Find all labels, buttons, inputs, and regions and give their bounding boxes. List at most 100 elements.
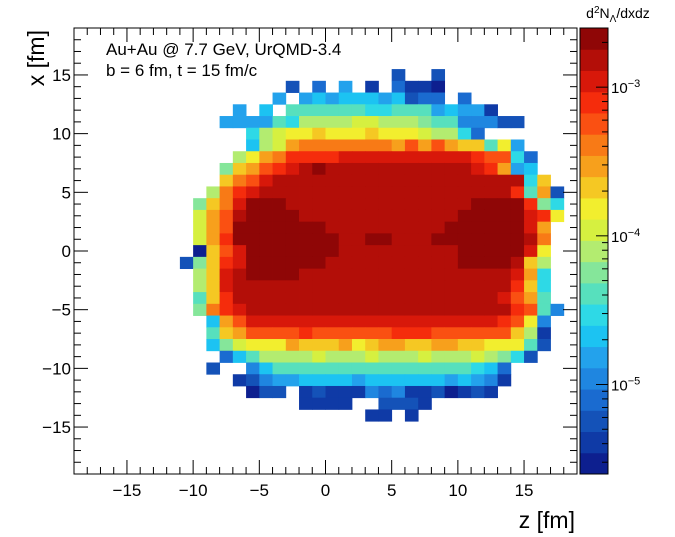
heatmap-cell (418, 92, 432, 105)
heatmap-cell (232, 256, 247, 270)
colorbar-swatch (580, 134, 608, 156)
heatmap-cell (246, 327, 260, 340)
heatmap-cell (444, 151, 459, 164)
heatmap-cell (484, 327, 498, 340)
heatmap-cell (338, 104, 353, 117)
heatmap-cell (484, 151, 498, 164)
heatmap-cell (272, 292, 287, 305)
heatmap-cell (457, 292, 472, 305)
heatmap-cell (351, 209, 366, 223)
heatmap-cell (285, 245, 300, 258)
heatmap-cell (378, 245, 393, 258)
heatmap-cell (431, 315, 446, 328)
heatmap-cell (510, 339, 525, 352)
heatmap-cell (537, 186, 551, 199)
x-tick-label: −10 (179, 481, 208, 500)
heatmap-cell (259, 256, 273, 270)
heatmap-cell (312, 127, 326, 140)
heatmap-cell (391, 198, 406, 211)
heatmap-cell (246, 339, 260, 352)
heatmap-cell (351, 92, 366, 105)
heatmap-cell (351, 303, 366, 316)
heatmap-cell (404, 233, 419, 246)
heatmap-cell (418, 256, 432, 270)
x-tick-label: −5 (250, 481, 269, 500)
heatmap-cell (431, 268, 446, 281)
heatmap-cell (193, 245, 207, 258)
heatmap-cell (524, 292, 538, 305)
heatmap-cell (246, 303, 260, 316)
heatmap-cell (179, 256, 194, 270)
heatmap-cell (312, 245, 326, 258)
heatmap-cell (272, 209, 287, 223)
heatmap-cell (259, 198, 273, 211)
heatmap-cell (510, 186, 525, 199)
heatmap-cell (219, 256, 234, 270)
heatmap-cell (312, 374, 326, 387)
heatmap-cell (232, 221, 247, 234)
heatmap-cell (351, 221, 366, 234)
heatmap-cell (219, 315, 234, 328)
heatmap-cell (365, 92, 379, 105)
heatmap-cell (457, 268, 472, 281)
heatmap-cell (325, 233, 340, 246)
heatmap-cell (418, 385, 432, 399)
heatmap-cell (497, 209, 512, 223)
heatmap-cell (524, 221, 538, 234)
heatmap-cell (338, 245, 353, 258)
heatmap-cell (351, 151, 366, 164)
heatmap-cell (510, 280, 525, 293)
heatmap-cell (299, 198, 313, 211)
heatmap-cell (219, 186, 234, 199)
heatmap-cell (246, 362, 260, 375)
heatmap-cell (351, 116, 366, 129)
heatmap-cell (365, 245, 379, 258)
heatmap-cell (259, 174, 273, 187)
heatmap-cell (418, 350, 432, 363)
heatmap-cell (524, 186, 538, 199)
heatmap-cell (325, 268, 340, 281)
y-axis-label: x [fm] (23, 30, 49, 86)
heatmap-cell (206, 327, 221, 340)
heatmap-cell (351, 280, 366, 293)
heatmap-cell (471, 233, 485, 246)
heatmap-cell (246, 221, 260, 234)
heatmap-cell (272, 339, 287, 352)
heatmap-cell (391, 116, 406, 129)
heatmap-cell (365, 127, 379, 140)
heatmap-cell (285, 139, 300, 152)
heatmap-cell (365, 139, 379, 152)
heatmap-cell (338, 292, 353, 305)
heatmap-cell (391, 162, 406, 176)
heatmap-cell (550, 186, 565, 199)
heatmap-cell (431, 256, 446, 270)
heatmap-cell (272, 127, 287, 140)
heatmap-cell (351, 233, 366, 246)
colorbar-swatch (580, 91, 608, 114)
heatmap-cell (431, 327, 446, 340)
heatmap-cell (378, 374, 393, 387)
heatmap-cell (325, 397, 340, 410)
heatmap-cell (246, 174, 260, 187)
heatmap-cell (484, 209, 498, 223)
heatmap-cell (497, 198, 512, 211)
colorbar-swatch (580, 367, 608, 390)
heatmap-cell (246, 116, 260, 129)
heatmap-cell (497, 221, 512, 234)
heatmap-cell (484, 315, 498, 328)
heatmap-cell (338, 151, 353, 164)
heatmap-cell (431, 139, 446, 152)
heatmap-cell (391, 209, 406, 223)
heatmap-cell (338, 221, 353, 234)
heatmap-cell (404, 92, 419, 105)
heatmap-cell (484, 104, 498, 117)
heatmap-cell (232, 209, 247, 223)
heatmap-cell (219, 233, 234, 246)
heatmap-cell (378, 151, 393, 164)
heatmap-cell (312, 139, 326, 152)
heatmap-cell (272, 233, 287, 246)
heatmap-cell (338, 268, 353, 281)
heatmap-cell (338, 303, 353, 316)
heatmap-cell (484, 162, 498, 176)
y-tick-label: −10 (42, 359, 71, 378)
